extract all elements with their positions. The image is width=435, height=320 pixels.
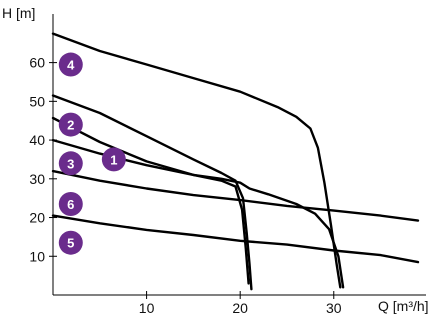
- curve-badge-circle: [58, 230, 83, 255]
- curve-badge-label: 6: [67, 197, 74, 212]
- series-line-6: [51, 169, 420, 222]
- curve-badge-1: 1: [101, 147, 126, 172]
- x-tick-label: 20: [232, 300, 248, 316]
- y-axis-title: H [m]: [2, 5, 35, 21]
- curve-badge-label: 2: [67, 118, 74, 133]
- curve-badge-label: 3: [67, 156, 74, 171]
- curve-badge-6: 6: [58, 191, 83, 216]
- series-line-5: [51, 214, 420, 264]
- curve-badges: 4 2 3 1 6 5: [58, 52, 126, 255]
- curve-badge-label: 4: [67, 58, 75, 73]
- curve-badge-label: 1: [110, 152, 117, 167]
- curve-badge-circle: [58, 191, 83, 216]
- x-tick-label: 30: [326, 300, 342, 316]
- axes: 10 20 30 40 50 60 10 20 30: [29, 14, 426, 316]
- y-tick-label: 40: [29, 132, 45, 148]
- y-tick-label: 60: [29, 55, 45, 71]
- x-tick-label: 10: [139, 300, 155, 316]
- curve-badge-circle: [58, 151, 83, 176]
- y-tick-label: 10: [29, 248, 45, 264]
- curve-badge-2: 2: [58, 112, 83, 137]
- curve-badge-label: 5: [67, 236, 74, 251]
- curve-badge-5: 5: [58, 230, 83, 255]
- series-line-1: [51, 116, 345, 289]
- y-tick-label: 30: [29, 171, 45, 187]
- curve-badge-circle: [101, 147, 126, 172]
- series-line-4: [51, 32, 342, 289]
- x-axis-title: Q [m³/h]: [378, 298, 429, 314]
- curve-badge-3: 3: [58, 151, 83, 176]
- curve-badge-circle: [58, 112, 83, 137]
- y-tick-label: 50: [29, 93, 45, 109]
- y-tick-label: 20: [29, 210, 45, 226]
- curve-badge-4: 4: [58, 52, 83, 77]
- series-line-2: [51, 94, 253, 291]
- curve-badge-circle: [58, 52, 83, 77]
